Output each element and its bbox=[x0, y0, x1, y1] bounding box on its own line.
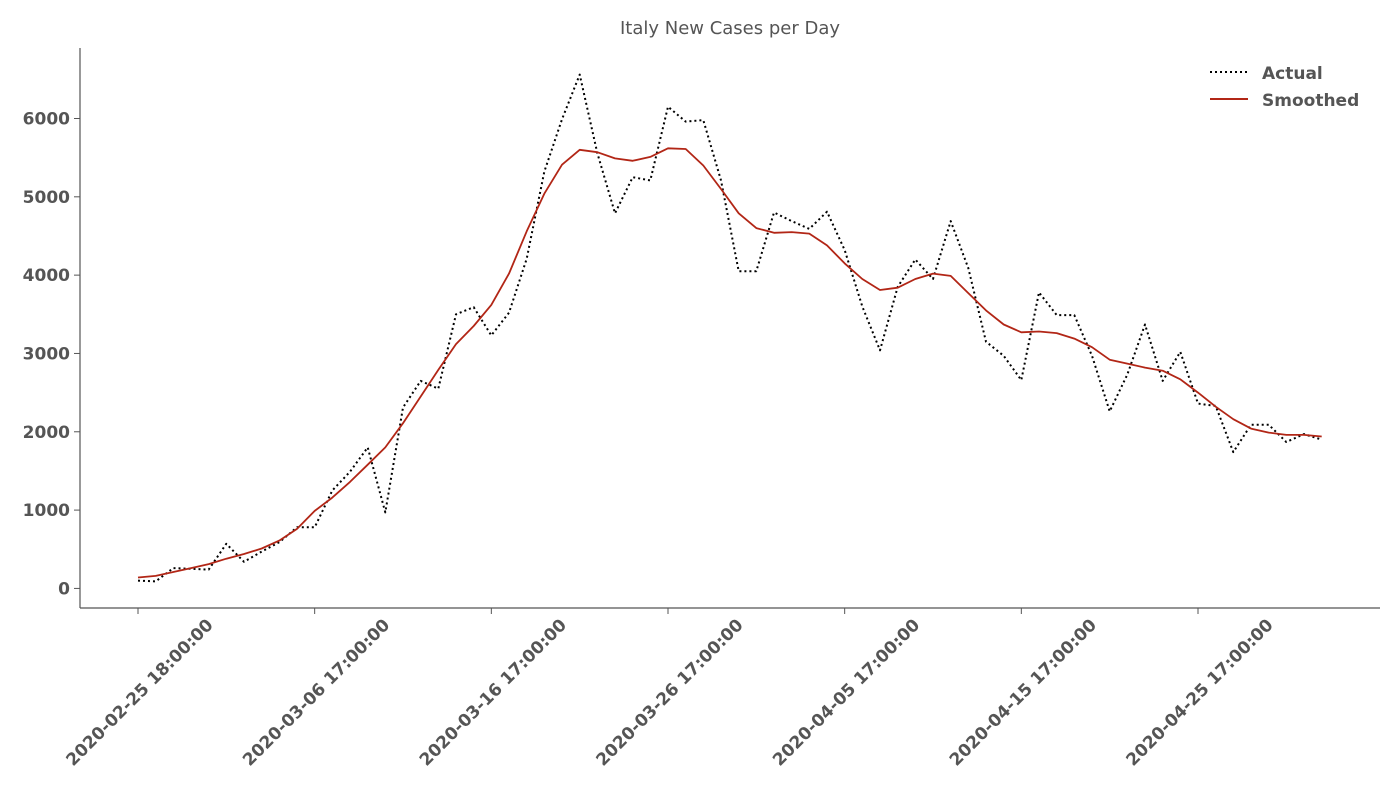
x-tick-label: 2020-02-25 18:00:00 bbox=[63, 615, 218, 770]
plot-area bbox=[137, 73, 1322, 583]
x-tick-label: 2020-04-15 17:00:00 bbox=[946, 615, 1101, 770]
legend-label-smoothed: Smoothed bbox=[1262, 91, 1359, 111]
x-tick-label: 2020-04-05 17:00:00 bbox=[769, 615, 924, 770]
series-line-actual bbox=[137, 73, 1322, 583]
legend-label-actual: Actual bbox=[1262, 64, 1323, 84]
x-tick-label: 2020-04-25 17:00:00 bbox=[1123, 615, 1278, 770]
y-tick-label: 4000 bbox=[23, 266, 70, 286]
axes bbox=[79, 48, 1380, 609]
tick-labels: 0 1000 2000 3000 4000 5000 6000 2020-02-25 18:0… bbox=[23, 109, 1278, 770]
x-tick-label: 2020-03-16 17:00:00 bbox=[416, 615, 571, 770]
y-tick-label: 0 bbox=[58, 579, 70, 599]
legend: Actual Smoothed bbox=[1210, 64, 1359, 111]
y-tick-label: 3000 bbox=[23, 344, 70, 364]
x-tick-label: 2020-03-26 17:00:00 bbox=[593, 615, 748, 770]
y-tick-label: 5000 bbox=[23, 188, 70, 208]
x-tick-label: 2020-03-06 17:00:00 bbox=[239, 615, 394, 770]
chart-title: Italy New Cases per Day bbox=[620, 18, 840, 39]
y-tick-label: 6000 bbox=[23, 109, 70, 129]
y-tick-label: 1000 bbox=[23, 501, 70, 521]
series-line-smoothed bbox=[137, 147, 1322, 579]
y-tick-label: 2000 bbox=[23, 423, 70, 443]
